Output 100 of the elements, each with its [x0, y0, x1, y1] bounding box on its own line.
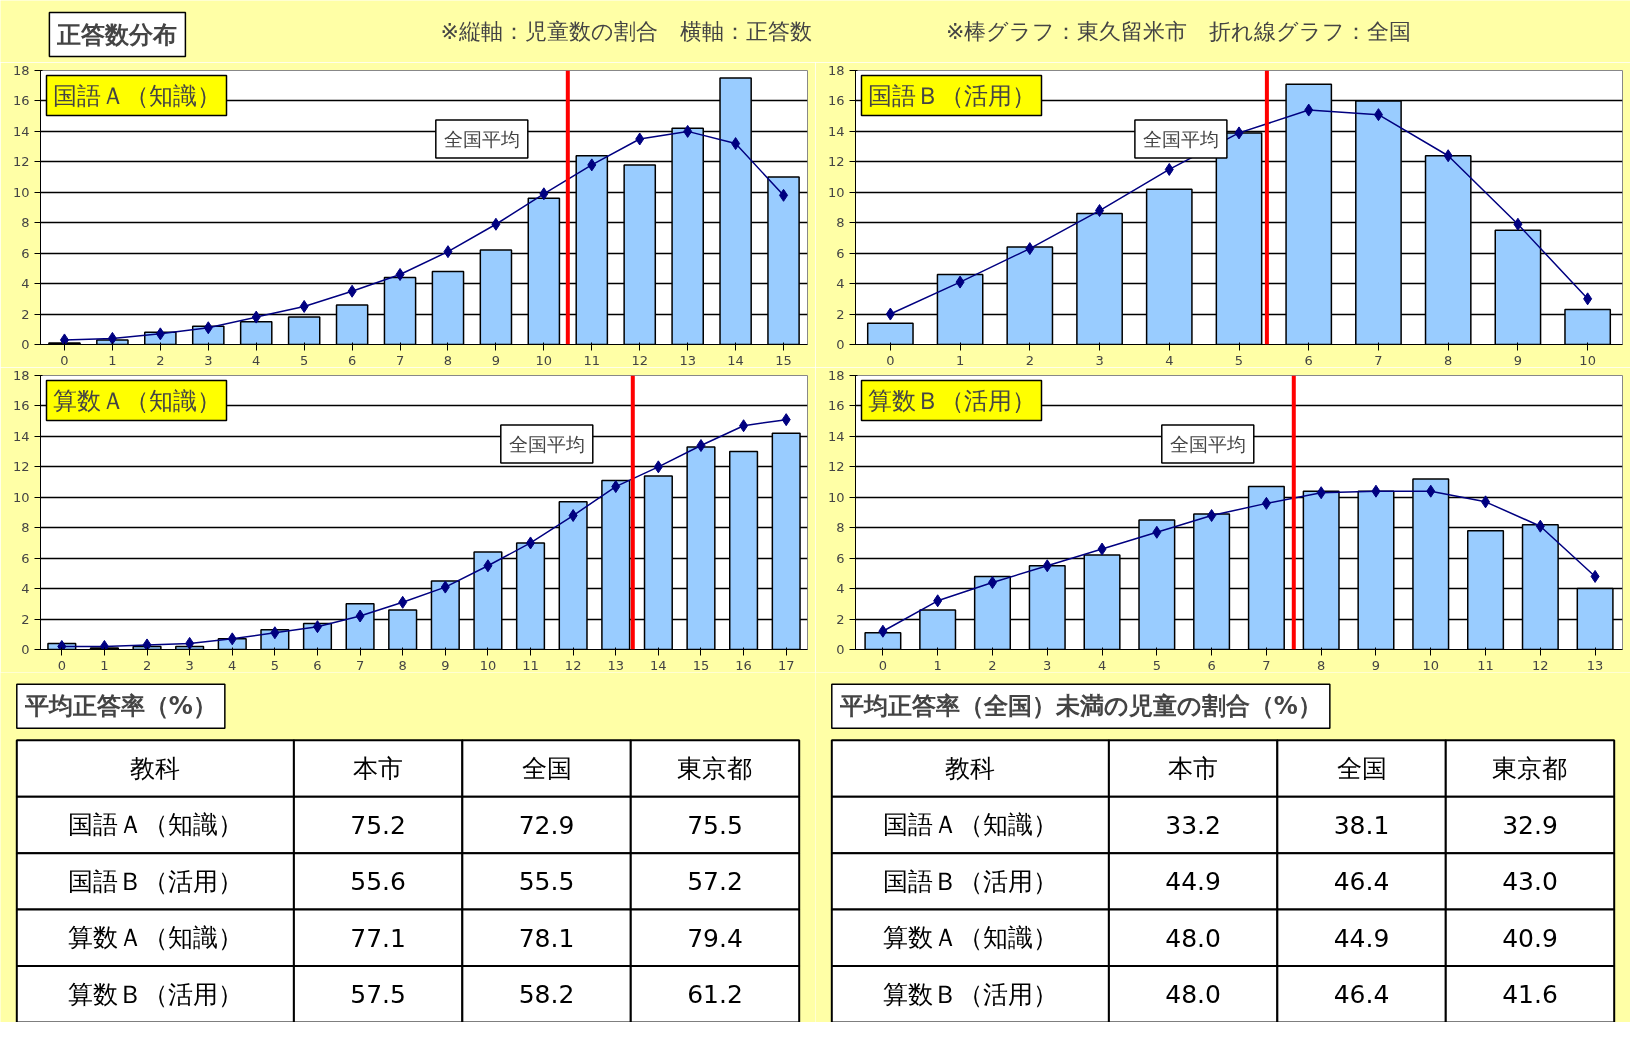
x-tick-label: 12 — [564, 657, 582, 673]
x-tick-label: 1 — [933, 657, 942, 673]
x-tick-label: 7 — [1374, 352, 1383, 368]
y-tick-label: 10 — [827, 489, 845, 505]
y-tick-label: 6 — [836, 245, 845, 261]
text: 44.9 — [1333, 923, 1390, 953]
text: 55.5 — [518, 867, 575, 897]
y-tick-label: 12 — [12, 154, 30, 170]
x-tick-label: 13 — [679, 352, 696, 368]
x-tick-label: 9 — [1371, 657, 1381, 673]
text: 38.1 — [1333, 810, 1390, 840]
x-tick-label: 3 — [1095, 352, 1104, 368]
text: 72.9 — [518, 810, 575, 840]
x-tick-label: 4 — [228, 657, 237, 673]
x-tick-label: 4 — [1165, 352, 1174, 368]
y-tick-label: 6 — [21, 245, 30, 261]
y-tick-label: 0 — [836, 642, 845, 657]
x-tick-label: 2 — [156, 352, 165, 368]
x-tick-label: 14 — [727, 352, 744, 368]
category-label: 東京都 — [1492, 753, 1568, 783]
y-tick-label: 4 — [836, 581, 845, 597]
text: 国語Ｂ（活用） — [867, 81, 1036, 110]
y-tick-label: 2 — [836, 611, 845, 627]
category-label: 算数Ｂ（活用） — [67, 979, 243, 1009]
text: 算数Ａ（知識） — [52, 386, 221, 415]
y-tick-label: 4 — [21, 581, 30, 597]
text: 46.4 — [1333, 867, 1390, 897]
x-tick-label: 9 — [491, 352, 501, 368]
y-tick-label: 16 — [827, 398, 845, 414]
category-label: 国語Ａ（知識） — [67, 810, 243, 840]
y-tick-label: 6 — [21, 550, 30, 566]
y-tick-label: 14 — [12, 428, 30, 444]
category-label: 東京都 — [677, 753, 753, 783]
text: 平均正答率（%） — [23, 692, 217, 721]
x-tick-label: 9 — [441, 657, 450, 673]
text: 平均正答率（全国）未満の児童の割合（%） — [838, 692, 1322, 721]
text: 正答数分布 — [56, 20, 178, 49]
y-tick-label: 14 — [827, 428, 845, 444]
text: 33.2 — [1165, 810, 1221, 840]
text: 32.9 — [1502, 810, 1558, 840]
text: 44.9 — [1165, 867, 1221, 897]
x-tick-label: 6 — [347, 352, 357, 368]
x-tick-label: 5 — [1152, 657, 1161, 673]
y-tick-label: 2 — [836, 306, 845, 322]
y-tick-label: 0 — [836, 337, 845, 352]
y-tick-label: 12 — [12, 459, 30, 475]
text: 77.1 — [350, 923, 406, 953]
text: 48.0 — [1165, 923, 1221, 953]
text: 41.6 — [1502, 980, 1558, 1010]
category-label: 国語Ｂ（活用） — [67, 866, 243, 896]
x-tick-label: 0 — [886, 352, 895, 368]
y-tick-label: 4 — [836, 276, 845, 292]
x-tick-label: 5 — [270, 657, 280, 673]
y-tick-label: 18 — [12, 368, 30, 383]
y-tick-label: 18 — [12, 63, 30, 78]
ref-line-label: 全国平均 — [1142, 128, 1219, 150]
x-tick-label: 7 — [395, 352, 405, 368]
x-tick-label: 4 — [1097, 657, 1107, 673]
x-tick-label: 7 — [355, 657, 365, 673]
x-tick-label: 1 — [100, 657, 109, 673]
y-tick-label: 14 — [827, 123, 845, 139]
category-label: 国語Ａ（知識） — [882, 810, 1058, 840]
x-tick-label: 6 — [1304, 352, 1313, 368]
x-tick-label: 13 — [607, 657, 625, 673]
x-tick-label: 10 — [1579, 352, 1596, 368]
x-tick-label: 0 — [878, 657, 888, 673]
y-tick-label: 16 — [12, 93, 30, 109]
x-tick-label: 10 — [1422, 657, 1440, 673]
text: 75.2 — [350, 810, 406, 840]
y-tick-label: 18 — [827, 368, 845, 383]
y-tick-label: 12 — [827, 154, 845, 170]
y-tick-label: 16 — [12, 398, 30, 414]
text: 75.5 — [687, 810, 743, 840]
x-tick-label: 3 — [204, 352, 213, 368]
text: 教科 — [945, 753, 996, 783]
y-tick-label: 16 — [827, 93, 845, 109]
category-label: 算数Ａ（知識） — [882, 923, 1058, 953]
category-label: 本市 — [1168, 753, 1219, 783]
x-tick-label: 5 — [1234, 352, 1244, 368]
x-tick-label: 8 — [1444, 352, 1453, 368]
x-tick-label: 11 — [583, 352, 601, 368]
y-tick-label: 10 — [12, 489, 30, 505]
x-tick-label: 14 — [650, 657, 667, 673]
x-tick-label: 2 — [142, 657, 152, 673]
text: 57.2 — [687, 867, 743, 897]
x-tick-label: 4 — [252, 352, 261, 368]
text: 48.0 — [1165, 980, 1221, 1010]
ref-line-label: 全国平均 — [508, 433, 585, 455]
ref-line-label: 全国平均 — [1169, 433, 1246, 455]
x-tick-label: 11 — [522, 657, 539, 673]
text: 国語Ａ（知識） — [52, 81, 221, 110]
x-tick-label: 2 — [988, 657, 997, 673]
x-tick-label: 11 — [1477, 657, 1494, 673]
y-tick-label: 10 — [827, 184, 845, 200]
x-tick-label: 16 — [735, 657, 752, 673]
category-label: 国語Ｂ（活用） — [882, 866, 1058, 896]
x-tick-label: 8 — [443, 352, 453, 368]
ref-line-label: 全国平均 — [443, 128, 520, 150]
x-tick-label: 17 — [777, 657, 795, 673]
category-label: 全国 — [521, 753, 572, 783]
